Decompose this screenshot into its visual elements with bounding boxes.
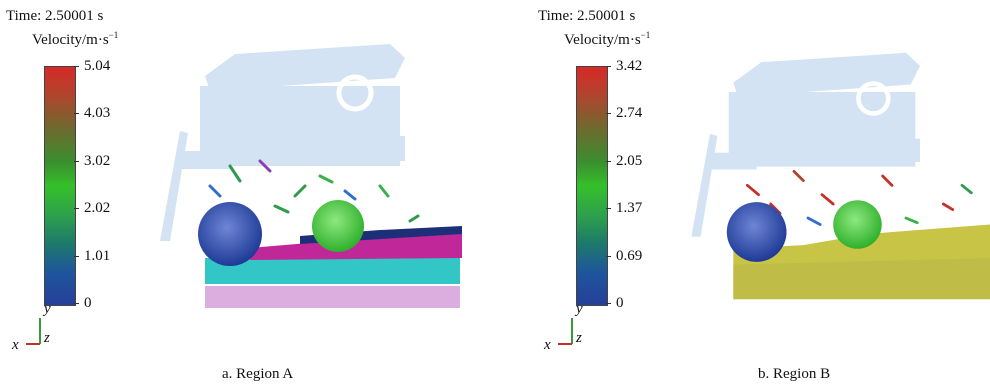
colorbar-tick [606,113,611,114]
colorbar-tick-label: 2.74 [616,105,643,121]
time-label: Time: 2.50001 s [538,8,636,24]
velocity-label: Velocity/m·s−1 [32,30,119,48]
colorbar-tick [74,256,79,257]
caption-region-b: b. Region B [758,366,831,382]
axis-label-x: x [544,337,551,353]
panel-region-b: Time: 2.50001 s Velocity/m·s−1 3.42 2.74… [532,0,990,389]
colorbar-tick [606,66,611,67]
axis-label-y: y [576,301,583,317]
caption-region-a: a. Region A [222,366,294,382]
colorbar-tick [606,256,611,257]
colorbar-tick-label: 0 [84,295,92,311]
colorbar-tick-label: 2.02 [84,200,111,216]
velocity-colorbar [576,66,608,306]
colorbar-tick [606,161,611,162]
colorbar-tick [74,208,79,209]
colorbar-tick-label: 2.05 [616,153,643,169]
colorbar-tick-label: 5.04 [84,58,111,74]
axis-label-y: y [44,301,51,317]
panel-region-a: Time: 2.50001 s Velocity/m·s−1 5.04 4.03… [6,8,462,382]
velocity-label: Velocity/m·s−1 [564,30,651,48]
axis-triad-icon [26,318,41,345]
colorbar-tick [606,208,611,209]
velocity-colorbar [44,66,76,306]
colorbar-tick [74,303,79,304]
colorbar-tick [74,113,79,114]
axis-label-z: z [44,330,50,346]
colorbar-tick-label: 1.01 [84,248,111,264]
colorbar-tick [74,66,79,67]
axis-triad-icon [558,318,573,345]
colorbar-tick-label: 0 [616,295,624,311]
colorbar-tick [74,161,79,162]
colorbar-tick [606,303,611,304]
axis-label-z: z [576,330,582,346]
colorbar-tick-label: 1.37 [616,200,643,216]
simulation-render-a [160,44,462,308]
simulation-render-b [691,52,990,300]
colorbar-tick-label: 3.02 [84,153,111,169]
colorbar-tick-label: 0.69 [616,248,643,264]
colorbar-tick-label: 4.03 [84,105,111,121]
axis-label-x: x [12,337,19,353]
colorbar-tick-label: 3.42 [616,58,643,74]
time-label: Time: 2.50001 s [6,8,104,24]
